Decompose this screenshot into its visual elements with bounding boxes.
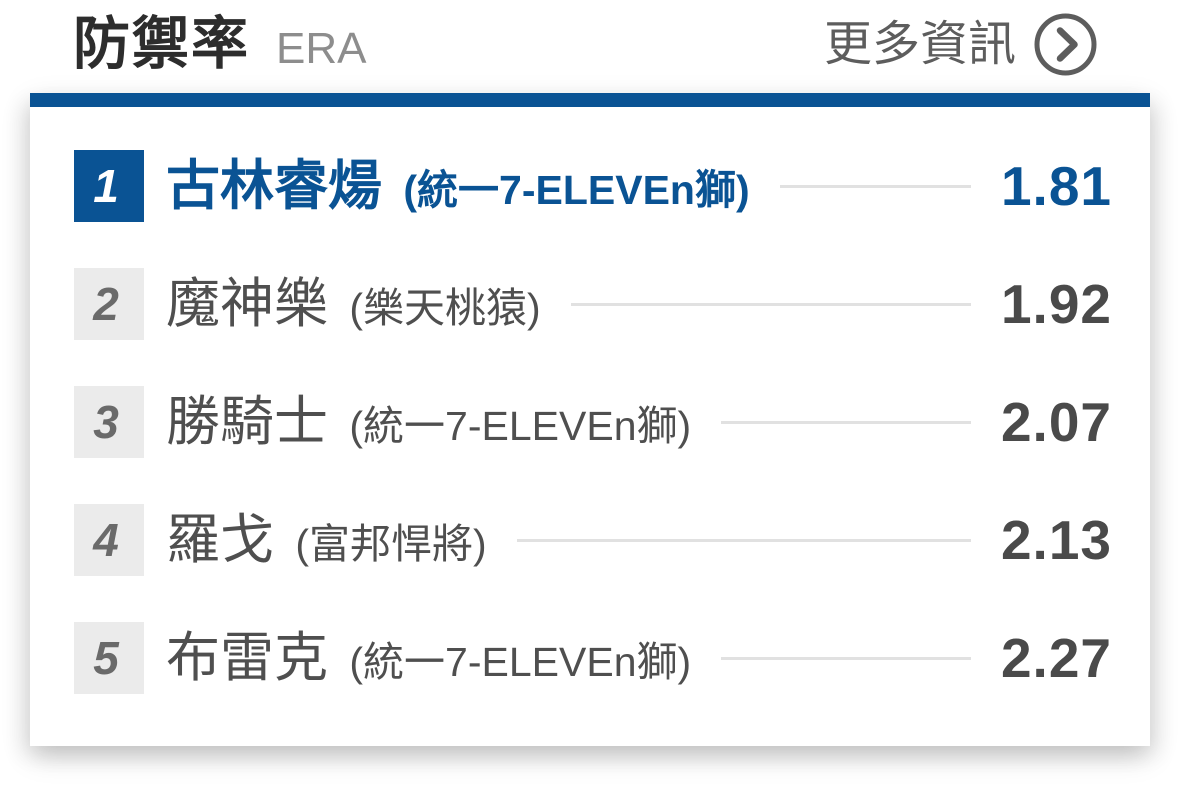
rank-badge: 3	[74, 386, 144, 458]
leader-line	[570, 302, 971, 306]
rank-number: 1	[93, 160, 119, 212]
player-name: 古林睿煬	[166, 156, 382, 216]
player-info: 魔神樂 (樂天桃猿)	[166, 277, 541, 331]
rank-number: 4	[93, 514, 119, 566]
era-value: 1.92	[1000, 272, 1112, 335]
page-subtitle: ERA	[276, 24, 367, 73]
leaderboard-card: 1 古林睿煬 (統一7-ELEVEn獅) 1.81 2 魔神樂 (樂天桃猿) 1…	[30, 93, 1150, 746]
leaderboard-row[interactable]: 5 布雷克 (統一7-ELEVEn獅) 2.27	[74, 622, 1112, 694]
section-header: 防禦率 ERA 更多資訊	[0, 0, 1179, 93]
leader-line	[721, 656, 971, 660]
leaderboard-row[interactable]: 2 魔神樂 (樂天桃猿) 1.92	[74, 268, 1112, 340]
rank-badge: 2	[74, 268, 144, 340]
player-info: 勝騎士 (統一7-ELEVEn獅)	[166, 395, 691, 449]
rank-badge: 1	[74, 150, 144, 222]
title-group: 防禦率 ERA	[73, 16, 366, 73]
rank-badge: 5	[74, 622, 144, 694]
player-info: 布雷克 (統一7-ELEVEn獅)	[166, 631, 691, 685]
leaderboard-row[interactable]: 3 勝騎士 (統一7-ELEVEn獅) 2.07	[74, 386, 1112, 458]
player-name: 魔神樂	[166, 274, 328, 334]
leaderboard-row[interactable]: 1 古林睿煬 (統一7-ELEVEn獅) 1.81	[74, 150, 1112, 222]
era-value: 2.27	[1000, 626, 1112, 689]
leaderboard-row[interactable]: 4 羅戈 (富邦悍將) 2.13	[74, 504, 1112, 576]
rank-number: 2	[93, 278, 119, 330]
era-value: 1.81	[1000, 154, 1112, 217]
team-name: (富邦悍將)	[284, 521, 487, 567]
player-name: 勝騎士	[166, 392, 328, 452]
team-name: (統一7-ELEVEn獅)	[338, 639, 692, 685]
player-info: 羅戈 (富邦悍將)	[166, 513, 487, 567]
more-info-label: 更多資訊	[823, 17, 1016, 71]
era-value: 2.07	[1000, 390, 1112, 453]
team-name: (統一7-ELEVEn獅)	[392, 167, 750, 213]
chevron-right-circle-icon	[1034, 13, 1097, 76]
page-title: 防禦率	[73, 12, 250, 76]
rank-number: 5	[93, 632, 119, 684]
player-info: 古林睿煬 (統一7-ELEVEn獅)	[166, 159, 750, 213]
leaderboard-rows: 1 古林睿煬 (統一7-ELEVEn獅) 1.81 2 魔神樂 (樂天桃猿) 1…	[74, 150, 1112, 694]
era-value: 2.13	[1000, 508, 1112, 571]
player-name: 羅戈	[166, 510, 274, 570]
team-name: (統一7-ELEVEn獅)	[338, 403, 692, 449]
leader-line	[721, 420, 971, 424]
leader-line	[516, 538, 971, 542]
rank-number: 3	[93, 396, 119, 448]
leader-line	[779, 184, 971, 188]
rank-badge: 4	[74, 504, 144, 576]
team-name: (樂天桃猿)	[338, 285, 541, 331]
more-info-link[interactable]: 更多資訊	[824, 13, 1097, 76]
player-name: 布雷克	[166, 628, 328, 688]
